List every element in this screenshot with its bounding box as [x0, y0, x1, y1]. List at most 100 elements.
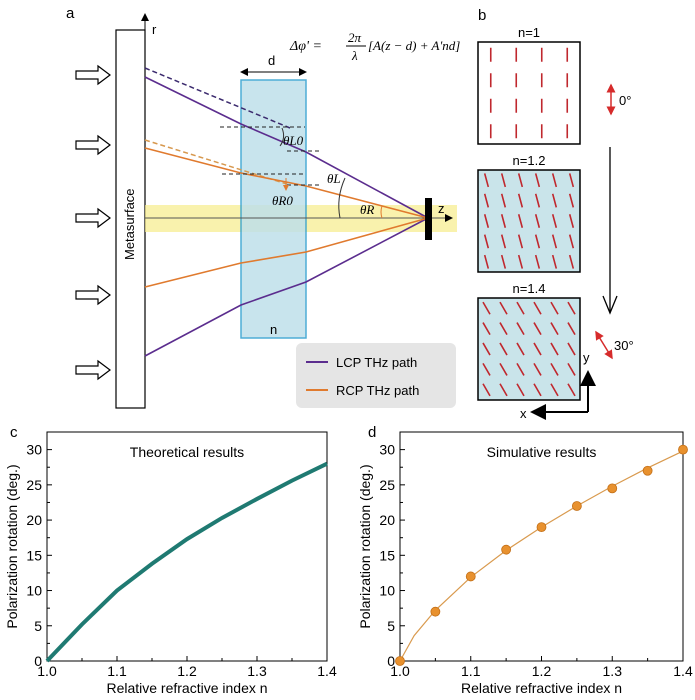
x-tick-label: 1.2	[532, 663, 552, 679]
x-tick-label: 1.2	[177, 663, 197, 679]
meta-atom	[500, 193, 507, 208]
dielectric-slab	[240, 79, 307, 339]
meta-atom	[499, 301, 508, 315]
incident-wave-arrow-icon	[75, 284, 111, 306]
y-tick-label: 10	[26, 583, 42, 599]
d-label: d	[268, 53, 275, 68]
y-tick-label: 0	[34, 653, 42, 669]
meta-atom	[482, 362, 491, 376]
rcp-dashed-ray	[144, 139, 291, 186]
meta-atom	[567, 342, 576, 356]
x-tick-label: 1.1	[461, 663, 481, 679]
meta-atom	[567, 322, 576, 336]
meta-atom	[499, 383, 508, 397]
data-point	[395, 656, 405, 666]
y-tick-label: 25	[26, 477, 42, 493]
y-tick-label: 25	[379, 477, 395, 493]
y-tick-label: 5	[34, 618, 42, 634]
data-point	[465, 571, 476, 582]
x-tick-label: 1.0	[390, 663, 410, 679]
theta-r0-label: θR0	[272, 193, 293, 208]
legend-lcp-label: LCP THz path	[336, 355, 417, 370]
meta-atom	[499, 342, 508, 356]
meta-atom	[516, 342, 525, 356]
polarization-30-icon	[595, 330, 613, 360]
legend: LCP THz path RCP THz path	[296, 343, 456, 408]
y-axis-label: Polarization rotation (deg.)	[357, 464, 373, 628]
meta-atom	[516, 383, 525, 397]
meta-atom	[517, 214, 524, 228]
meta-atom	[550, 362, 559, 376]
meta-atom	[567, 383, 576, 397]
meta-atom	[551, 193, 558, 208]
y-tick-label: 5	[387, 618, 395, 634]
meta-atom	[534, 193, 541, 208]
meta-atom	[551, 214, 558, 228]
theory-curve	[45, 461, 328, 663]
meta-atom	[500, 254, 507, 269]
y-tick-label: 20	[379, 512, 395, 528]
meta-atom	[567, 301, 576, 315]
meta-atom	[500, 214, 507, 228]
meta-atom	[568, 234, 575, 249]
panel-b-label: b	[478, 7, 486, 24]
plot-frame	[46, 431, 328, 662]
x-tick-label: 1.4	[317, 663, 337, 679]
meta-atom	[568, 173, 575, 188]
panel-c-label: c	[10, 424, 18, 441]
data-point	[642, 465, 653, 476]
meta-atom	[482, 301, 491, 315]
y-tick-label: 10	[379, 583, 395, 599]
meta-atom	[533, 301, 542, 315]
meta-atom	[550, 301, 559, 315]
y-tick-label: 30	[379, 442, 395, 458]
meta-atom	[534, 234, 541, 249]
meta-atom	[533, 383, 542, 397]
theta-l0-label: θL0	[283, 133, 304, 148]
meta-atom	[516, 301, 525, 315]
angle-0-label: 0°	[619, 93, 631, 108]
meta-atom	[551, 234, 558, 249]
meta-atom	[534, 173, 541, 188]
y-axis-label: Polarization rotation (deg.)	[4, 464, 20, 628]
metasurface	[115, 29, 146, 409]
meta-atom	[482, 383, 491, 397]
meta-atom	[517, 254, 524, 269]
normal-dashes	[220, 126, 322, 186]
incident-wave-arrow-icon	[75, 134, 111, 156]
data-point	[607, 483, 618, 494]
incident-wave-arrow-icon	[75, 64, 111, 86]
meta-atom	[568, 254, 575, 269]
x-label: x	[520, 406, 527, 421]
meta-atom	[517, 234, 524, 249]
fit-curve	[399, 450, 684, 662]
data-point	[678, 444, 688, 455]
theta-r-label: θR	[360, 202, 374, 217]
theta-l-arc	[338, 177, 346, 219]
x-axis-label: Relative refractive index n	[106, 680, 267, 696]
lcp-upper-ray	[144, 76, 429, 219]
meta-atom	[533, 362, 542, 376]
meta-atom	[500, 234, 507, 249]
panel-a-label: a	[66, 5, 75, 22]
incident-wave-arrow-icon	[75, 207, 111, 229]
meta-atom	[568, 193, 575, 208]
y-tick-label: 15	[379, 547, 395, 563]
metasurface-cell: n=1	[477, 25, 581, 145]
meta-atom	[482, 342, 491, 356]
incident-arrows	[75, 64, 111, 381]
formula-bracket: [A(z − d) + A'nd]	[368, 38, 460, 53]
x-axis-label: Relative refractive index n	[461, 680, 622, 696]
formula-den: λ	[351, 48, 358, 63]
lcp-lower-ray	[144, 217, 429, 357]
y-label: y	[583, 350, 590, 365]
incident-wave-arrow-icon	[75, 359, 111, 381]
x-tick-label: 1.1	[107, 663, 127, 679]
x-tick-label: 1.3	[247, 663, 267, 679]
chart-c: 1.0 1.1 1.2 1.3 1.4 0 5 10 15 20 25 30 Relative refr…	[4, 431, 337, 696]
y-tick-label: 0	[387, 653, 395, 669]
chart-title: Theoretical results	[130, 444, 244, 460]
meta-atom	[533, 342, 542, 356]
